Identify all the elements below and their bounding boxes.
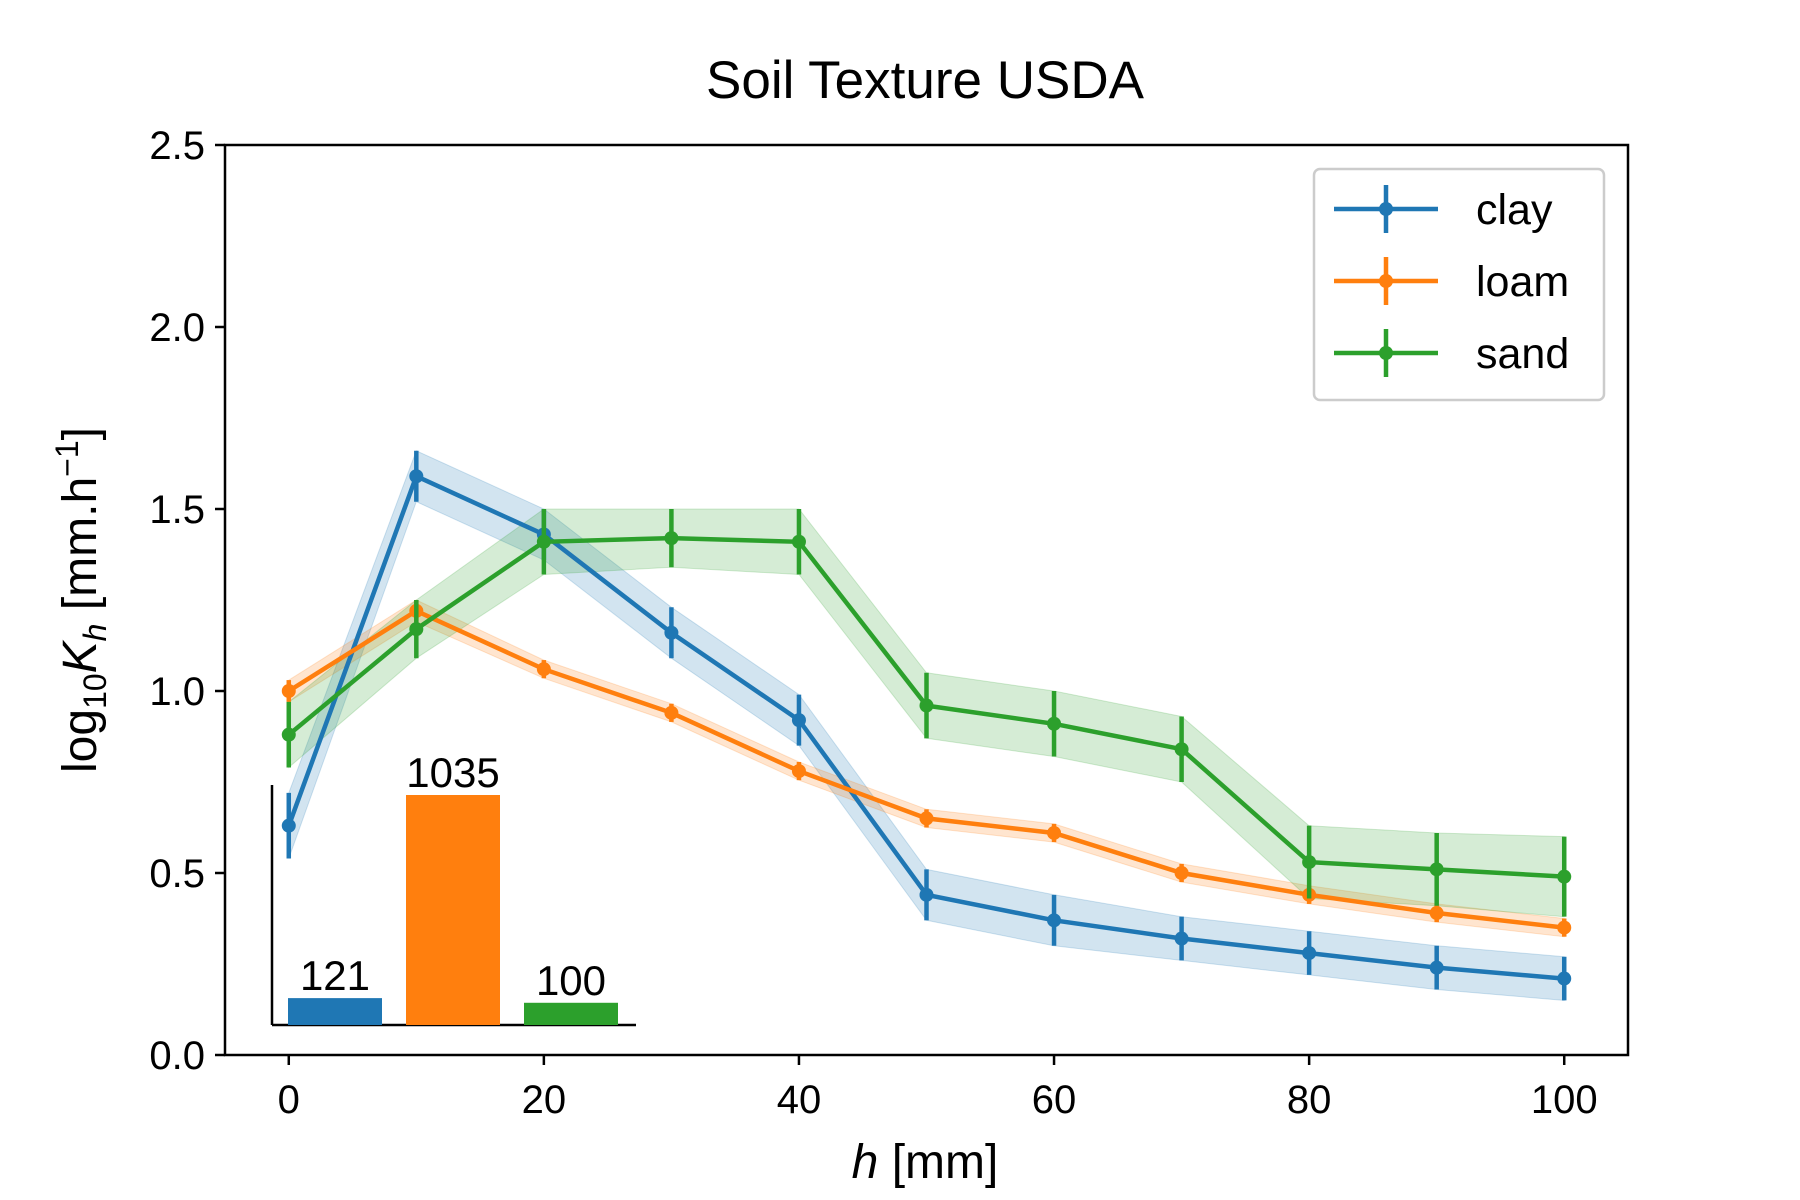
y-tick-label: 2.5 <box>149 124 205 168</box>
loam-point <box>791 764 806 779</box>
loam-point <box>1047 825 1062 840</box>
loam-point <box>1557 920 1572 935</box>
y-tick-label: 0.5 <box>149 852 205 896</box>
y-tick-label: 0.0 <box>149 1034 205 1078</box>
x-tick-label: 40 <box>777 1078 822 1122</box>
loam-point <box>536 662 551 677</box>
sand-point <box>281 727 296 742</box>
legend-label-clay: clay <box>1476 186 1553 234</box>
clay-point <box>1047 913 1062 928</box>
x-tick-label: 0 <box>278 1078 300 1122</box>
legend-marker-loam <box>1379 274 1393 288</box>
clay-point <box>791 713 806 728</box>
y-tick-label: 2.0 <box>149 306 205 350</box>
inset-bar-chart: 121 1035 100 <box>270 749 636 1027</box>
sand-point <box>664 531 679 546</box>
inset-bar-sand <box>524 1002 618 1025</box>
inset-bar-clay <box>288 998 382 1025</box>
clay-point <box>1302 946 1317 961</box>
inset-bar-label-clay: 121 <box>300 952 370 999</box>
legend-label-loam: loam <box>1476 258 1569 306</box>
sand-point <box>409 622 424 637</box>
y-axis-label: log10Kh [mm.h−1] <box>49 427 113 773</box>
clay-point <box>919 887 934 902</box>
clay-point <box>409 469 424 484</box>
y-tick-label: 1.5 <box>149 488 205 532</box>
loam-point <box>1174 866 1189 880</box>
inset-bar-loam <box>406 795 500 1025</box>
plot-frame <box>223 143 1630 1057</box>
sand-point <box>1302 855 1317 870</box>
inset-bar-label-sand: 100 <box>536 957 606 1004</box>
legend-marker-sand <box>1379 346 1393 360</box>
x-tick-label: 20 <box>522 1078 567 1122</box>
loam-point <box>1429 906 1444 921</box>
legend-label-sand: sand <box>1476 330 1569 378</box>
sand-point <box>1174 742 1189 757</box>
sand-point <box>1047 716 1062 731</box>
loam-point <box>919 811 934 826</box>
sand-point <box>1557 869 1572 884</box>
sand-point <box>1429 862 1444 877</box>
sand-point <box>536 534 551 549</box>
x-axis-label: h [mm] <box>852 1136 999 1189</box>
legend: clay loam sand <box>1312 167 1606 402</box>
inset-bar-label-loam: 1035 <box>406 749 499 796</box>
clay-point <box>664 625 679 640</box>
y-tick-label: 1.0 <box>149 670 205 714</box>
loam-point <box>281 684 296 698</box>
clay-point <box>1174 931 1189 946</box>
x-tick-label: 100 <box>1531 1078 1598 1122</box>
chart-title: Soil Texture USDA <box>706 51 1145 110</box>
clay-point <box>1429 960 1444 975</box>
x-tick-label: 60 <box>1032 1078 1077 1122</box>
x-tick-label: 80 <box>1287 1078 1332 1122</box>
loam-point <box>664 705 679 720</box>
clay-point <box>1557 971 1572 986</box>
main-plot: 0 20 40 60 80 100 0.0 0.5 1.0 1.5 2.0 2.5 <box>149 124 1630 1122</box>
sand-point <box>919 698 934 713</box>
legend-marker-clay <box>1379 202 1393 216</box>
clay-point <box>281 818 296 833</box>
sand-point <box>791 534 806 549</box>
